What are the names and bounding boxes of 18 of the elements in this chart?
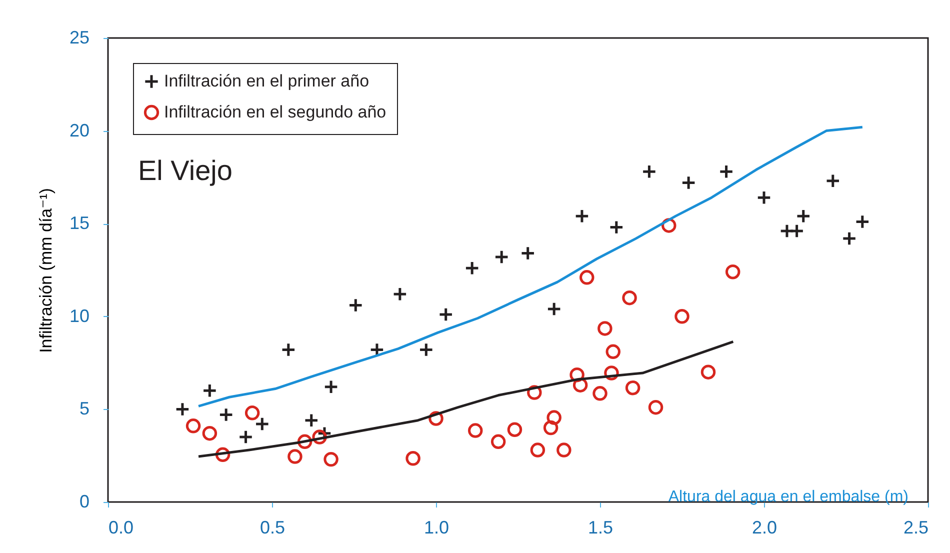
x-tick-label: 1.0 [424, 518, 450, 538]
annotation: El Viejo [138, 155, 232, 186]
x-axis-title: Altura del agua en el embalse (m) [668, 488, 908, 506]
y-tick-label: 20 [69, 120, 90, 140]
line-series [197, 340, 734, 458]
x-tick-label: 2.0 [752, 518, 778, 538]
x-tick-label: 0.5 [260, 518, 286, 538]
x-tick-label: 1.5 [588, 518, 614, 538]
y-tick-label: 25 [69, 28, 90, 48]
y-tick-label: 10 [69, 306, 90, 326]
legend-label: Infiltración en el primer año [164, 72, 370, 90]
y-tick-label: 15 [69, 213, 90, 234]
y-axis-title: Infiltración (mm día⁻¹) [36, 188, 56, 353]
y-tick-label: 0 [79, 492, 90, 512]
x-tick-label: 2.5 [903, 518, 928, 538]
y-tick-label: 5 [79, 398, 90, 419]
x-tick-label: 0.0 [108, 518, 134, 538]
legend-label: Infiltración en el segundo año [164, 102, 386, 122]
